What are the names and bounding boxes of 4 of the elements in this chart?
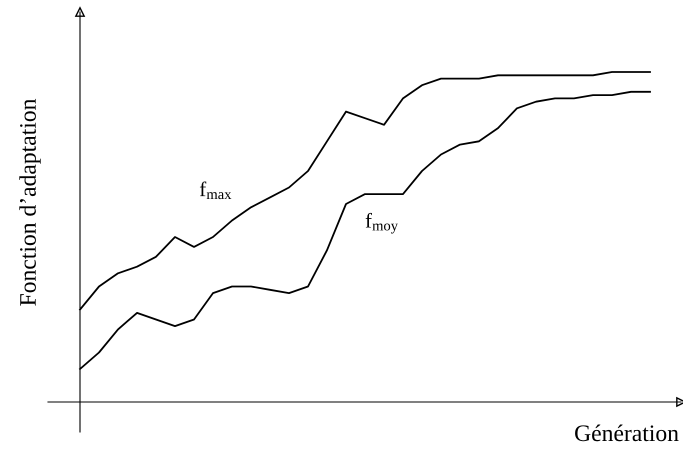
series-label: f$_{moy}$ xyxy=(366,212,398,234)
y-axis-title: Fonction d’adaptation xyxy=(19,98,41,306)
series-label: f$_{max}$ xyxy=(200,181,232,200)
x-axis-title: Génération xyxy=(575,424,679,442)
